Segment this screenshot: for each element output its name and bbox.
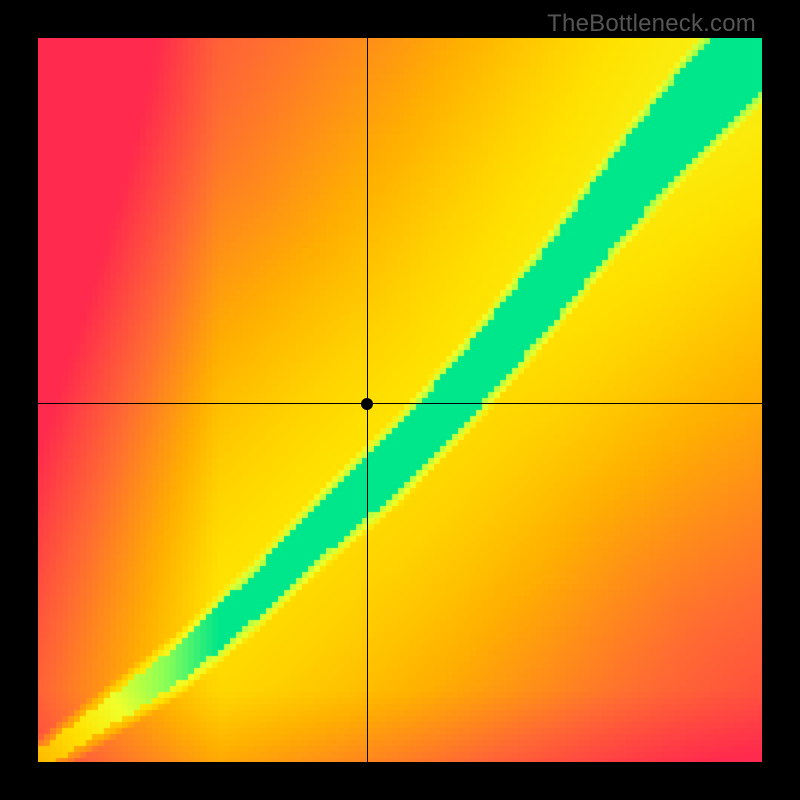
outer-frame: TheBottleneck.com [0,0,800,800]
plot-overlay [38,38,762,762]
watermark-text: TheBottleneck.com [547,10,756,38]
crosshair-marker [361,398,373,410]
crosshair-horizontal [38,403,762,405]
